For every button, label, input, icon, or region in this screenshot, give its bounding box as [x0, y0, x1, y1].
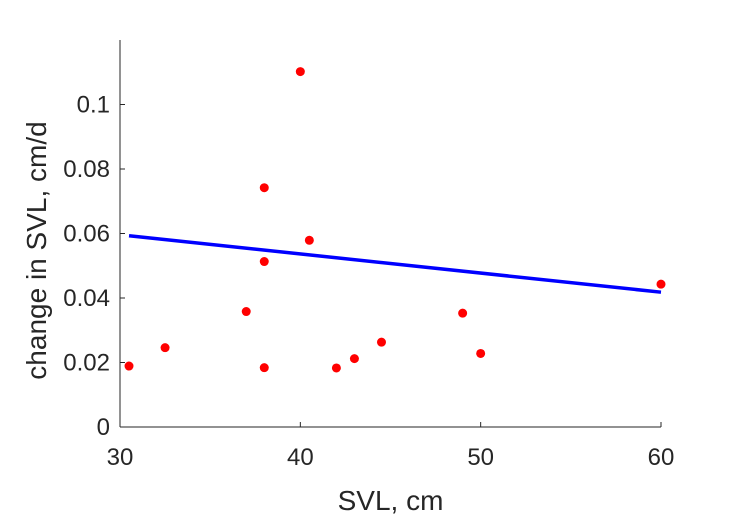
- axes: 30 40 50 60 0 0.02 0.04 0.06 0.08 0.1: [63, 40, 674, 471]
- y-tick-label: 0.08: [63, 156, 110, 183]
- plot-area: [124, 67, 666, 373]
- data-point: [295, 67, 305, 77]
- y-axis-label: change in SVL, cm/d: [21, 121, 52, 379]
- x-tick-label: 40: [287, 444, 314, 471]
- data-point: [304, 235, 314, 245]
- data-point: [259, 257, 269, 267]
- data-point: [656, 279, 666, 289]
- x-axis-label: SVL, cm: [338, 485, 444, 516]
- y-tick-label: 0.04: [63, 285, 110, 312]
- data-point: [259, 183, 269, 193]
- data-point: [241, 307, 251, 317]
- data-point: [476, 348, 486, 358]
- x-tick-label: 30: [107, 444, 134, 471]
- trend-line: [128, 234, 662, 294]
- axis-labels: SVL, cm change in SVL, cm/d: [21, 121, 443, 516]
- data-point: [331, 363, 341, 373]
- data-point: [259, 363, 269, 373]
- data-point: [376, 337, 386, 347]
- x-tick-label: 50: [467, 444, 494, 471]
- y-tick-label: 0: [97, 414, 110, 441]
- y-tick-label: 0.02: [63, 350, 110, 377]
- y-tick-label: 0.06: [63, 221, 110, 248]
- x-tick-label: 60: [648, 444, 675, 471]
- data-point: [458, 308, 468, 318]
- data-point: [160, 343, 170, 353]
- data-point: [124, 361, 134, 371]
- y-tick-label: 0.1: [77, 92, 110, 119]
- data-point: [349, 354, 359, 364]
